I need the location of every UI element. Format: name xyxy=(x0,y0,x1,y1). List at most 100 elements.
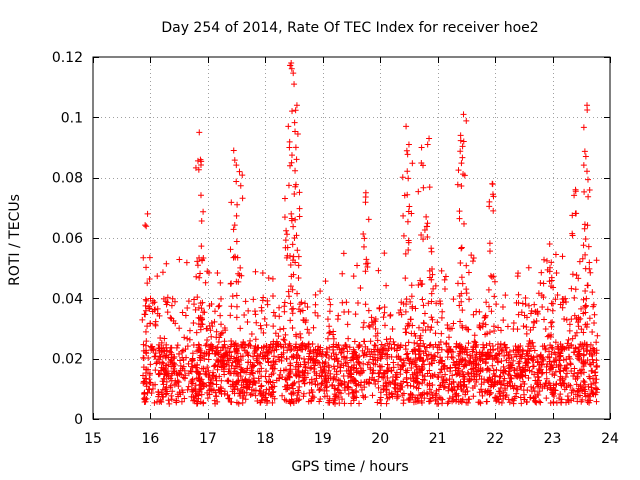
data-point xyxy=(524,350,531,357)
data-point xyxy=(162,365,169,372)
data-point xyxy=(363,351,370,358)
data-point xyxy=(515,311,522,318)
data-point xyxy=(563,316,570,323)
data-point xyxy=(582,388,589,395)
data-point xyxy=(181,375,188,382)
data-point xyxy=(257,399,264,406)
data-point xyxy=(542,326,549,333)
data-point xyxy=(402,346,409,353)
data-point xyxy=(197,270,204,277)
data-point xyxy=(209,381,216,388)
data-point xyxy=(258,382,265,389)
data-point xyxy=(489,362,496,369)
data-point xyxy=(457,259,464,266)
data-point xyxy=(141,311,148,318)
data-point xyxy=(360,338,367,345)
data-point xyxy=(197,347,204,354)
data-point xyxy=(560,299,567,306)
data-point xyxy=(378,341,385,348)
data-point xyxy=(578,326,585,333)
data-point xyxy=(208,375,215,382)
data-point xyxy=(461,362,468,369)
data-point xyxy=(181,334,188,341)
data-point xyxy=(569,232,576,239)
data-point xyxy=(288,306,295,313)
data-point xyxy=(242,298,249,305)
data-point xyxy=(584,102,591,109)
data-point xyxy=(190,319,197,326)
data-point xyxy=(233,314,240,321)
data-point xyxy=(304,326,311,333)
data-point xyxy=(199,257,206,264)
data-point xyxy=(345,308,352,315)
data-point xyxy=(189,355,196,362)
data-point xyxy=(306,389,313,396)
data-point xyxy=(502,292,509,299)
data-point xyxy=(247,391,254,398)
data-point xyxy=(426,361,433,368)
data-point xyxy=(300,369,307,376)
data-point xyxy=(156,359,163,366)
data-point xyxy=(317,395,324,402)
data-point xyxy=(477,365,484,372)
data-point xyxy=(195,344,202,351)
data-point xyxy=(287,283,294,290)
data-point xyxy=(571,370,578,377)
data-point xyxy=(284,347,291,354)
data-point xyxy=(568,316,575,323)
data-point xyxy=(202,342,209,349)
data-point xyxy=(217,312,224,319)
data-point xyxy=(593,376,600,383)
data-point xyxy=(486,240,493,247)
data-point xyxy=(317,348,324,355)
data-point xyxy=(292,216,299,223)
data-point xyxy=(530,394,537,401)
data-point xyxy=(307,348,314,355)
data-point xyxy=(237,390,244,397)
data-point xyxy=(470,393,477,400)
data-point xyxy=(518,400,525,407)
data-point xyxy=(572,210,579,217)
data-point xyxy=(154,273,161,280)
data-point xyxy=(390,338,397,345)
data-point xyxy=(445,343,452,350)
data-point xyxy=(363,256,370,263)
data-point xyxy=(193,329,200,336)
data-point xyxy=(224,391,231,398)
data-point xyxy=(163,260,170,267)
data-point xyxy=(305,341,312,348)
data-point xyxy=(552,368,559,375)
data-point xyxy=(574,388,581,395)
grid-lines xyxy=(93,57,610,419)
data-point xyxy=(176,256,183,263)
data-point xyxy=(142,349,149,356)
data-point xyxy=(195,374,202,381)
data-point xyxy=(501,375,508,382)
data-point xyxy=(582,235,589,242)
data-point xyxy=(371,342,378,349)
data-point xyxy=(365,379,372,386)
data-point xyxy=(270,309,277,316)
data-point xyxy=(202,279,209,286)
data-point xyxy=(246,341,253,348)
data-point xyxy=(293,232,300,239)
data-point xyxy=(198,217,205,224)
data-point xyxy=(491,278,498,285)
data-point xyxy=(419,296,426,303)
data-point xyxy=(502,385,509,392)
data-point xyxy=(269,365,276,372)
data-point xyxy=(215,349,222,356)
data-point xyxy=(205,356,212,363)
data-point xyxy=(231,348,238,355)
data-point xyxy=(404,191,411,198)
data-point xyxy=(217,279,224,286)
data-point xyxy=(159,347,166,354)
data-point xyxy=(346,344,353,351)
data-point xyxy=(306,330,313,337)
data-point xyxy=(389,393,396,400)
data-point xyxy=(542,346,549,353)
data-point xyxy=(344,385,351,392)
data-point xyxy=(289,325,296,332)
data-point xyxy=(387,312,394,319)
data-point xyxy=(441,276,448,283)
